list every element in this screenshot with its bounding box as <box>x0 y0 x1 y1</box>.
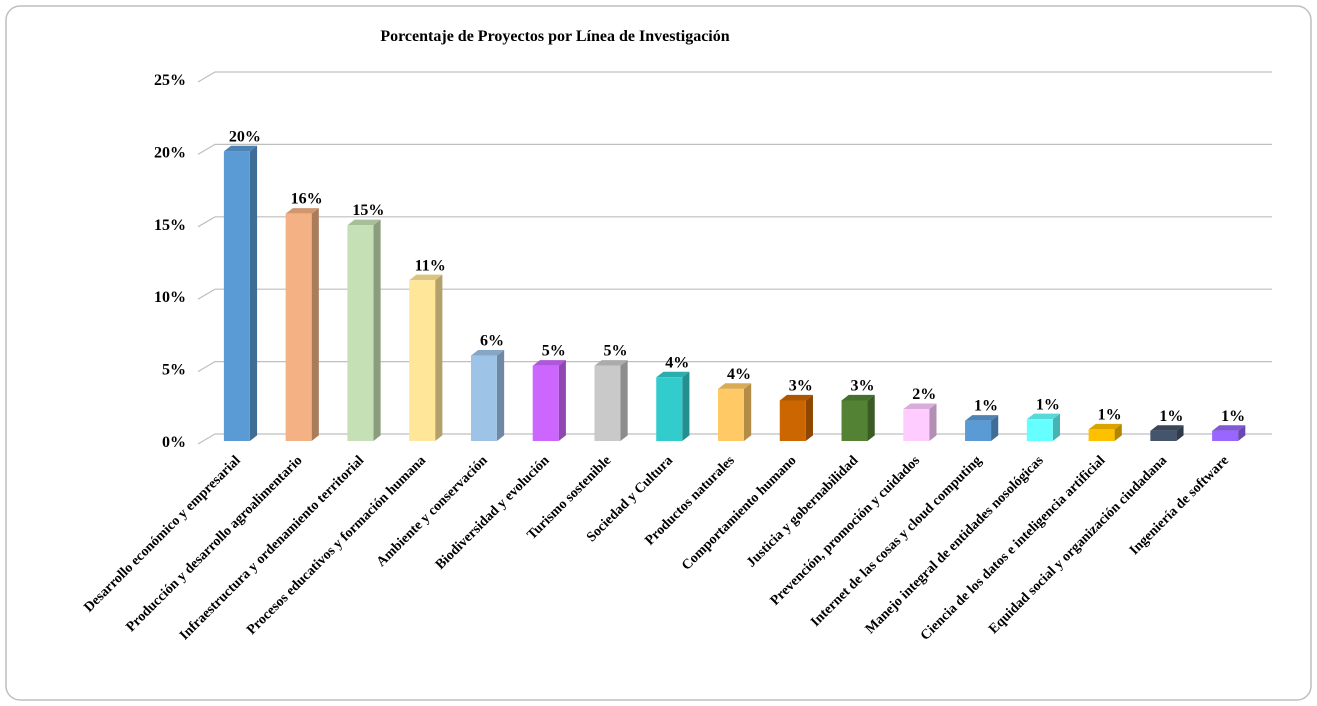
bar-side <box>1114 423 1122 441</box>
data-label: 1% <box>974 398 998 415</box>
bar-side <box>311 208 319 441</box>
data-label: 6% <box>480 333 504 350</box>
y-tick-label: 0% <box>162 434 186 451</box>
data-label: 5% <box>603 343 627 360</box>
data-label: 16% <box>291 191 323 208</box>
grid-line <box>197 288 1272 300</box>
chart-border <box>5 5 1312 701</box>
grid-line <box>197 361 1272 373</box>
data-label: 1% <box>1221 408 1245 425</box>
bar-top <box>532 360 566 366</box>
data-label: 2% <box>912 386 936 403</box>
bar <box>347 225 374 441</box>
bar-side <box>1052 413 1061 441</box>
bar-side <box>867 394 875 441</box>
bar-side <box>682 371 690 441</box>
data-label: 15% <box>352 202 384 219</box>
data-label: 11% <box>415 257 446 274</box>
bar-side <box>249 145 258 442</box>
bar-top <box>1212 425 1246 431</box>
chart-title: Porcentaje de Proyectos por Línea de Inv… <box>380 28 729 45</box>
bar <box>903 409 930 441</box>
data-label: 1% <box>1159 408 1183 425</box>
bar <box>285 213 312 441</box>
data-label: 3% <box>851 377 875 394</box>
y-tick-label: 20% <box>154 144 186 161</box>
bar <box>841 400 868 441</box>
bar-top <box>347 219 381 226</box>
bar-side <box>435 274 443 441</box>
bar-top <box>718 383 752 389</box>
y-tick-label: 15% <box>154 217 186 234</box>
bar-top <box>656 371 690 378</box>
bar-side <box>1176 425 1184 441</box>
bar-top <box>1026 413 1061 420</box>
bar <box>1150 430 1177 441</box>
bar-side <box>558 360 566 441</box>
bar <box>656 377 683 441</box>
bar-top <box>1150 425 1184 431</box>
bar <box>1212 430 1239 441</box>
bar <box>718 388 744 441</box>
grid-line <box>197 216 1272 228</box>
data-label: 3% <box>789 377 813 394</box>
bar <box>1026 419 1053 441</box>
bar-side <box>805 394 813 441</box>
bar-top <box>779 394 813 401</box>
y-tick-label: 10% <box>154 289 186 306</box>
bar <box>409 280 436 441</box>
data-label: 20% <box>229 128 261 145</box>
bar-side <box>929 403 937 441</box>
bar <box>779 400 806 441</box>
bar-top <box>594 360 628 366</box>
data-label: 5% <box>542 343 566 360</box>
data-label: 1% <box>1036 396 1060 413</box>
grid-line <box>197 71 1272 83</box>
bar <box>223 151 250 441</box>
bar <box>1088 429 1115 441</box>
bar-top <box>903 403 937 410</box>
data-label: 4% <box>727 366 751 383</box>
grid-line <box>197 143 1272 155</box>
data-label: 1% <box>1098 406 1122 423</box>
bar <box>965 420 992 441</box>
bar <box>470 355 497 441</box>
bar-side <box>620 360 628 441</box>
bar-top <box>841 394 875 401</box>
y-tick-label: 5% <box>162 362 186 379</box>
bar-top <box>409 274 443 281</box>
bar-top <box>965 415 999 421</box>
bar <box>532 365 559 441</box>
bar-top <box>223 145 258 152</box>
bar <box>594 365 621 441</box>
y-tick-label: 25% <box>154 72 186 89</box>
bar-side <box>1238 425 1246 441</box>
bar-side <box>373 219 381 441</box>
data-label: 4% <box>665 354 689 371</box>
bar-side <box>991 415 999 441</box>
bar-top <box>285 208 319 214</box>
bar-top <box>470 349 505 356</box>
bar-side <box>496 349 505 441</box>
bar-side <box>744 383 752 441</box>
bar-top <box>1088 423 1122 430</box>
